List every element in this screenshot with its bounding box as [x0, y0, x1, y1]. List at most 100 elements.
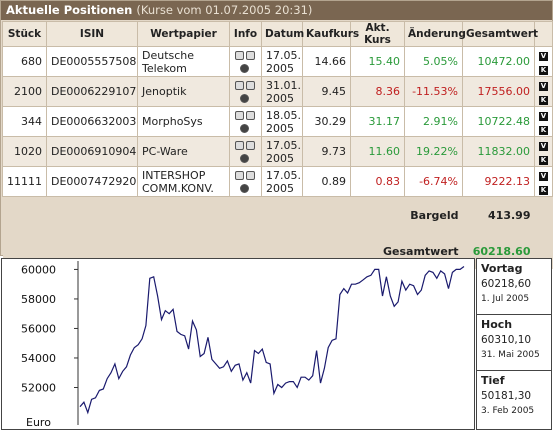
cell-kaufkurs: 0.89: [302, 166, 351, 197]
cell-kaufkurs: 9.73: [302, 136, 351, 167]
header-stueck[interactable]: Stück: [2, 21, 47, 47]
panel-subtitle: (Kurse vom 01.07.2005 20:31): [136, 3, 313, 17]
chart-icon[interactable]: [245, 141, 255, 150]
cell-gesamtwert: 17556.00: [462, 76, 535, 107]
vortag-box: Vortag 60218,60 1. Jul 2005: [477, 259, 551, 315]
cell-stueck: 680: [2, 46, 47, 77]
sell-icon[interactable]: K: [539, 155, 548, 165]
chart-icon[interactable]: [245, 171, 255, 180]
buy-icon[interactable]: V: [539, 171, 548, 181]
cell-wertpapier[interactable]: MorphoSys: [137, 106, 230, 137]
chart-icon[interactable]: [245, 111, 255, 120]
header-akt-kurs[interactable]: Akt. Kurs: [350, 21, 405, 47]
cell-aenderung: 19.22%: [404, 136, 463, 167]
tief-value: 50181,30: [481, 390, 532, 402]
cell-gesamtwert: 10472.00: [462, 46, 535, 77]
buy-icon[interactable]: V: [539, 111, 548, 121]
cell-isin: DE0006632003: [46, 106, 138, 137]
chart-icon[interactable]: [245, 81, 255, 90]
cell-info: [229, 106, 262, 137]
tief-label: Tief: [481, 374, 505, 387]
cell-akt-kurs: 8.36: [350, 76, 405, 107]
hoch-box: Hoch 60310,10 31. Mai 2005: [477, 315, 551, 371]
list-icon[interactable]: [234, 141, 244, 150]
header-datum[interactable]: Datum: [261, 21, 304, 47]
y-tick-label: 56000: [21, 322, 56, 335]
header-kaufkurs[interactable]: Kaufkurs: [302, 21, 359, 47]
sell-icon[interactable]: K: [539, 95, 548, 105]
table-row: 2100 DE0006229107 Jenoptik 31.01. 2005 9…: [2, 76, 553, 107]
buy-icon[interactable]: V: [539, 141, 548, 151]
header-info[interactable]: Info: [229, 21, 262, 47]
table-row: 680 DE0005557508 Deutsche Telekom 17.05.…: [2, 46, 553, 77]
cell-isin: DE0006229107: [46, 76, 138, 107]
header-aenderung[interactable]: Änderung: [404, 21, 466, 47]
cell-info: [229, 166, 262, 197]
cell-aenderung: 5.05%: [404, 46, 463, 77]
bargeld-value: 413.99: [462, 196, 535, 233]
news-icon[interactable]: [240, 94, 249, 103]
list-icon[interactable]: [234, 51, 244, 60]
cell-isin: DE0005557508: [46, 46, 138, 77]
hoch-label: Hoch: [481, 318, 513, 331]
positions-panel: Aktuelle Positionen (Kurse vom 01.07.200…: [0, 0, 553, 269]
cell-info: [229, 76, 262, 107]
tief-date: 3. Feb 2005: [481, 406, 535, 416]
cell-datum: 18.05. 2005: [261, 106, 303, 137]
cell-wertpapier[interactable]: Jenoptik: [137, 76, 230, 107]
portfolio-chart: 52000 54000 56000 58000 60000 Euro: [1, 258, 475, 430]
buy-icon[interactable]: V: [539, 51, 548, 61]
cell-akt-kurs: 15.40: [350, 46, 405, 77]
cell-datum: 31.01. 2005: [261, 76, 303, 107]
cell-wertpapier[interactable]: PC-Ware: [137, 136, 230, 167]
sell-icon[interactable]: K: [539, 65, 548, 75]
cell-gesamtwert: 9222.13: [462, 166, 535, 197]
cell-info: [229, 46, 262, 77]
cell-wertpapier[interactable]: Deutsche Telekom: [137, 46, 230, 77]
table-row: 344 DE0006632003 MorphoSys 18.05. 2005 3…: [2, 106, 553, 137]
cell-akt-kurs: 11.60: [350, 136, 405, 167]
table-header-row: Stück ISIN Wertpapier Info Datum Kaufkur…: [2, 21, 553, 47]
tief-box: Tief 50181,30 3. Feb 2005: [477, 371, 551, 429]
table-row: 11111 DE0007472920 INTERSHOP COMM.KONV. …: [2, 166, 553, 197]
vortag-value: 60218,60: [481, 278, 532, 290]
sell-icon[interactable]: K: [539, 185, 548, 195]
cell-gesamtwert: 10722.48: [462, 106, 535, 137]
y-tick-label: 58000: [21, 293, 56, 306]
bargeld-label: Bargeld: [2, 196, 463, 233]
cell-kaufkurs: 30.29: [302, 106, 351, 137]
cell-stueck: 2100: [2, 76, 47, 107]
y-tick-label: 60000: [21, 263, 56, 276]
chart-icon[interactable]: [245, 51, 255, 60]
cell-kaufkurs: 9.45: [302, 76, 351, 107]
cell-aenderung: -6.74%: [404, 166, 463, 197]
cell-wertpapier[interactable]: INTERSHOP COMM.KONV.: [137, 166, 230, 197]
list-icon[interactable]: [234, 81, 244, 90]
sell-icon[interactable]: K: [539, 125, 548, 135]
list-icon[interactable]: [234, 111, 244, 120]
cell-stueck: 11111: [2, 166, 47, 197]
header-isin[interactable]: ISIN: [46, 21, 138, 47]
news-icon[interactable]: [240, 154, 249, 163]
y-tick-label: 52000: [21, 381, 56, 394]
y-axis-label: Euro: [26, 416, 51, 429]
hoch-value: 60310,10: [481, 334, 532, 346]
news-icon[interactable]: [240, 64, 249, 73]
cell-stueck: 344: [2, 106, 47, 137]
list-icon[interactable]: [234, 171, 244, 180]
news-icon[interactable]: [240, 124, 249, 133]
stats-panel: Vortag 60218,60 1. Jul 2005 Hoch 60310,1…: [476, 258, 552, 430]
cell-akt-kurs: 0.83: [350, 166, 405, 197]
header-gesamtwert[interactable]: Gesamtwert: [462, 21, 538, 47]
vortag-label: Vortag: [481, 262, 523, 275]
header-wertpapier[interactable]: Wertpapier: [137, 21, 230, 47]
news-icon[interactable]: [240, 184, 249, 193]
panel-title-bar: Aktuelle Positionen (Kurse vom 01.07.200…: [1, 1, 552, 20]
buy-icon[interactable]: V: [539, 81, 548, 91]
cell-datum: 17.05. 2005: [261, 166, 303, 197]
chart-svg: 52000 54000 56000 58000 60000 Euro: [21, 261, 465, 429]
